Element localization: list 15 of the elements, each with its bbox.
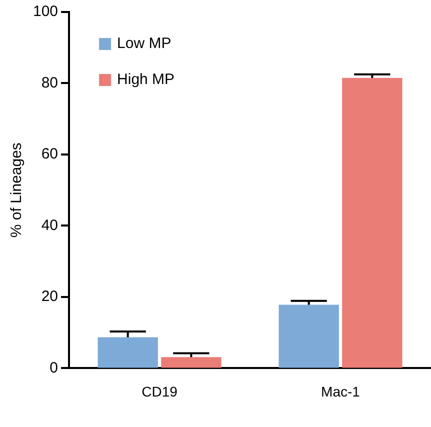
x-tick-label: Mac-1	[321, 383, 360, 400]
legend-label: Low MP	[117, 35, 172, 52]
y-tick-label: 60	[41, 146, 58, 163]
bar	[342, 78, 402, 368]
y-tick-label: 40	[41, 216, 58, 234]
bar	[278, 304, 339, 368]
y-axis-title: % of Lineages	[8, 142, 26, 238]
y-tick-label: 100	[32, 3, 58, 20]
y-tick-label: 80	[41, 74, 58, 92]
bar	[161, 357, 222, 368]
bar	[98, 337, 158, 368]
y-tick-label: 20	[41, 288, 58, 306]
x-tick-label: CD19	[142, 383, 178, 400]
y-tick-label: 0	[50, 359, 58, 376]
legend-label: High MP	[117, 71, 175, 88]
